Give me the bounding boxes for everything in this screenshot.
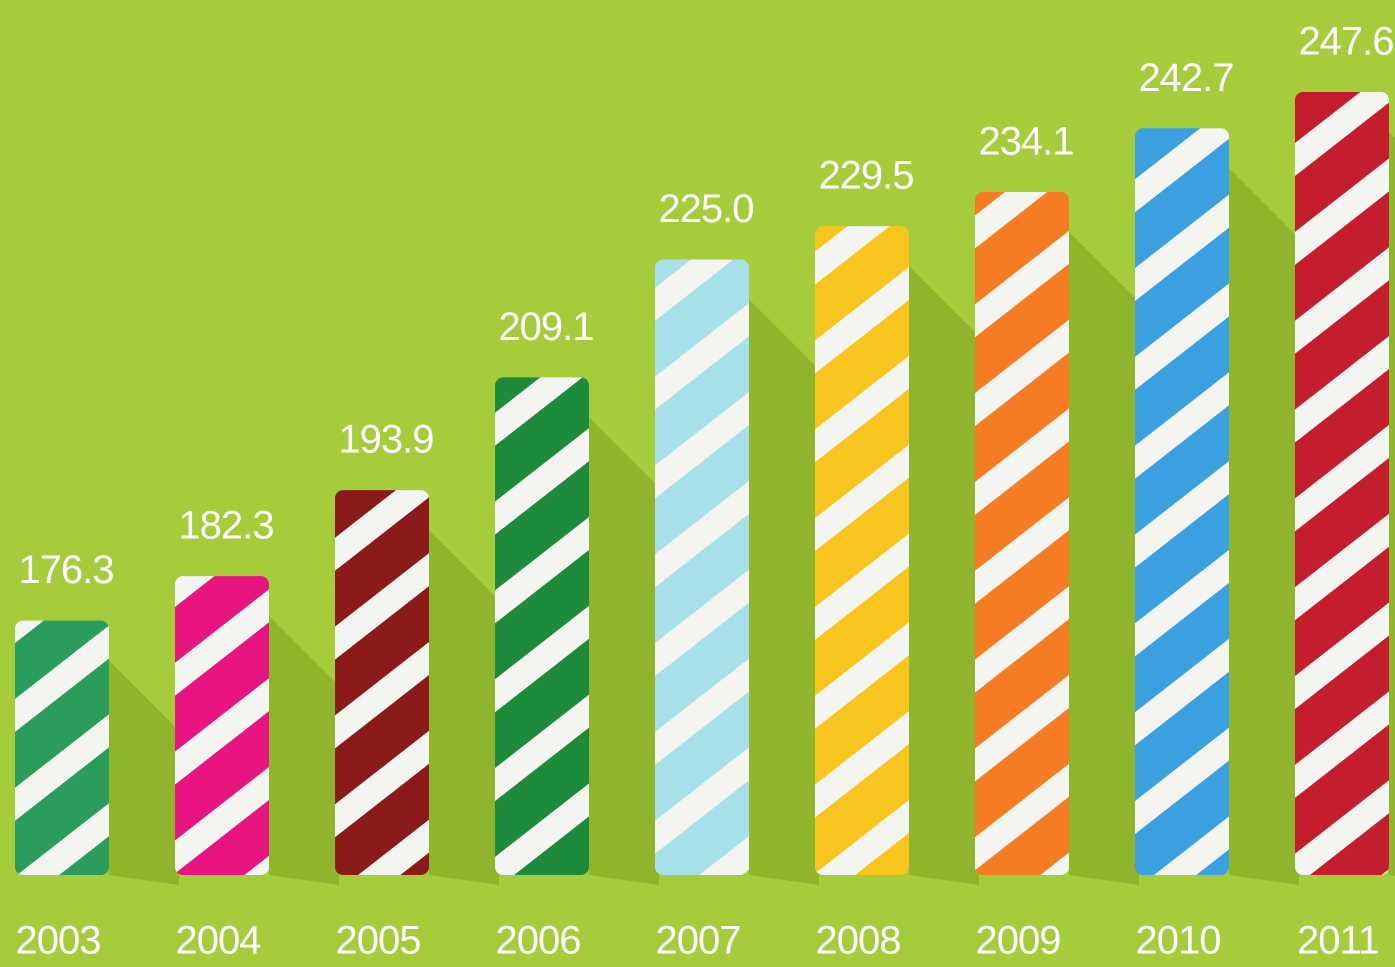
bar-shadow: [429, 530, 499, 885]
x-tick-label: 2010: [1136, 919, 1221, 963]
bar: [815, 226, 909, 875]
bar: [335, 490, 429, 875]
bar: [495, 377, 589, 875]
bar-shadow: [589, 417, 659, 885]
bar: [1295, 91, 1389, 875]
value-label: 209.1: [498, 305, 593, 349]
bar: [175, 576, 269, 875]
bar: [655, 259, 749, 875]
bar-shadow: [1069, 232, 1139, 886]
bar-shadow: [269, 616, 339, 885]
x-tick-label: 2008: [816, 919, 901, 963]
bar: [15, 620, 109, 875]
bar-shadow: [109, 660, 179, 885]
bar: [1135, 128, 1229, 875]
value-label: 229.5: [818, 154, 913, 198]
bar: [975, 192, 1069, 876]
value-label: 225.0: [658, 187, 753, 231]
bar-shadow: [1229, 168, 1299, 885]
value-label: 234.1: [978, 120, 1073, 164]
bar-shadow: [749, 299, 819, 885]
x-tick-label: 2011: [1297, 919, 1379, 963]
value-label: 247.6: [1298, 20, 1393, 64]
value-label: 182.3: [178, 504, 273, 548]
x-tick-label: 2005: [336, 919, 421, 963]
x-tick-label: 2006: [496, 919, 581, 963]
value-label: 242.7: [1138, 56, 1233, 100]
value-label: 176.3: [18, 548, 113, 592]
bar-shadow: [909, 266, 979, 885]
bar-shadow: [1389, 131, 1395, 876]
value-label: 193.9: [338, 418, 433, 462]
x-tick-label: 2009: [976, 919, 1061, 963]
x-tick-label: 2003: [16, 919, 101, 963]
x-tick-label: 2007: [656, 919, 741, 963]
x-tick-label: 2004: [176, 919, 262, 963]
